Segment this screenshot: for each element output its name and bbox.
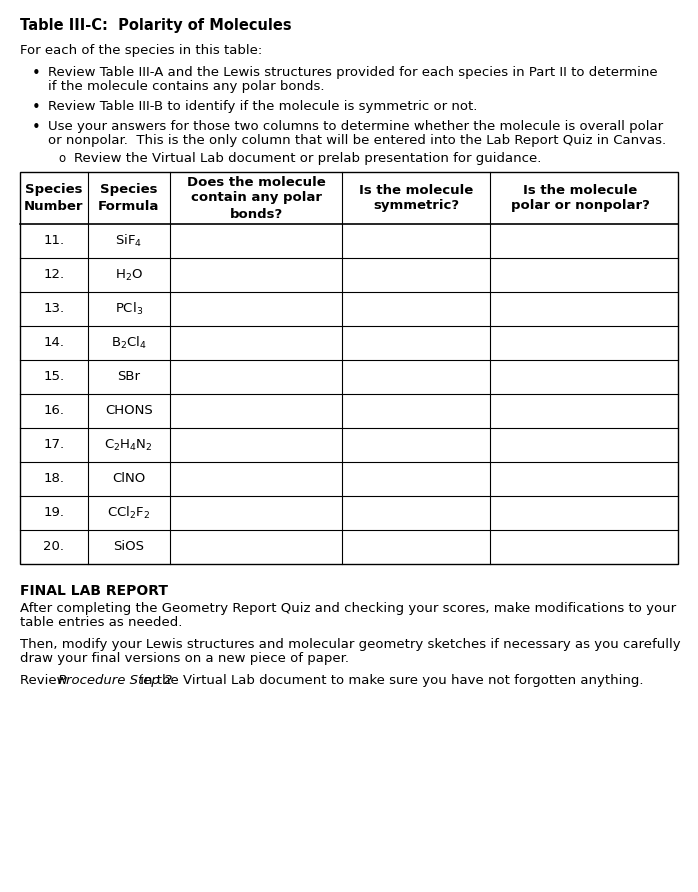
Text: SiF$_4$: SiF$_4$ <box>115 233 142 249</box>
Text: 11.: 11. <box>43 235 64 247</box>
Text: draw your final versions on a new piece of paper.: draw your final versions on a new piece … <box>20 652 349 665</box>
Text: Review: Review <box>20 674 72 687</box>
Text: Procedure Step 2: Procedure Step 2 <box>59 674 173 687</box>
Text: 16.: 16. <box>43 404 64 417</box>
Text: 12.: 12. <box>43 268 64 282</box>
Text: CHONS: CHONS <box>105 404 153 417</box>
Text: 14.: 14. <box>43 336 64 350</box>
Text: ClNO: ClNO <box>112 473 145 485</box>
Text: Review Table III-B to identify if the molecule is symmetric or not.: Review Table III-B to identify if the mo… <box>48 100 477 113</box>
Text: in the Virtual Lab document to make sure you have not forgotten anything.: in the Virtual Lab document to make sure… <box>136 674 644 687</box>
Text: CCl$_2$F$_2$: CCl$_2$F$_2$ <box>107 505 151 521</box>
Text: table entries as needed.: table entries as needed. <box>20 616 182 629</box>
Text: 17.: 17. <box>43 439 64 451</box>
Text: if the molecule contains any polar bonds.: if the molecule contains any polar bonds… <box>48 80 325 93</box>
Text: Review Table III-A and the Lewis structures provided for each species in Part II: Review Table III-A and the Lewis structu… <box>48 66 658 79</box>
Text: 18.: 18. <box>43 473 64 485</box>
Text: •: • <box>32 100 40 115</box>
Text: For each of the species in this table:: For each of the species in this table: <box>20 44 262 57</box>
Text: C$_2$H$_4$N$_2$: C$_2$H$_4$N$_2$ <box>105 437 154 452</box>
Text: 20.: 20. <box>43 541 64 554</box>
Text: Use your answers for those two columns to determine whether the molecule is over: Use your answers for those two columns t… <box>48 120 663 133</box>
Text: Is the molecule
polar or nonpolar?: Is the molecule polar or nonpolar? <box>510 184 649 212</box>
Text: Table III-C:  Polarity of Molecules: Table III-C: Polarity of Molecules <box>20 18 292 33</box>
Text: Species
Number: Species Number <box>24 184 84 212</box>
Text: o: o <box>58 152 65 165</box>
Text: Then, modify your Lewis structures and molecular geometry sketches if necessary : Then, modify your Lewis structures and m… <box>20 638 681 651</box>
Text: Species
Formula: Species Formula <box>98 184 160 212</box>
Text: PCl$_3$: PCl$_3$ <box>114 301 143 317</box>
Text: SBr: SBr <box>117 370 140 384</box>
Text: SiOS: SiOS <box>113 541 144 554</box>
Text: B$_2$Cl$_4$: B$_2$Cl$_4$ <box>111 335 147 351</box>
Text: After completing the Geometry Report Quiz and checking your scores, make modific: After completing the Geometry Report Qui… <box>20 602 676 615</box>
Text: FINAL LAB REPORT: FINAL LAB REPORT <box>20 584 168 598</box>
Text: 15.: 15. <box>43 370 64 384</box>
Text: Is the molecule
symmetric?: Is the molecule symmetric? <box>359 184 473 212</box>
Text: •: • <box>32 66 40 81</box>
Bar <box>20 172 678 564</box>
Text: 13.: 13. <box>43 302 64 316</box>
Text: or nonpolar.  This is the only column that will be entered into the Lab Report Q: or nonpolar. This is the only column tha… <box>48 134 666 147</box>
Text: •: • <box>32 120 40 135</box>
Text: 19.: 19. <box>43 507 64 519</box>
Text: H$_2$O: H$_2$O <box>115 268 143 283</box>
Text: Review the Virtual Lab document or prelab presentation for guidance.: Review the Virtual Lab document or prela… <box>74 152 542 165</box>
Text: Does the molecule
contain any polar
bonds?: Does the molecule contain any polar bond… <box>187 176 325 220</box>
